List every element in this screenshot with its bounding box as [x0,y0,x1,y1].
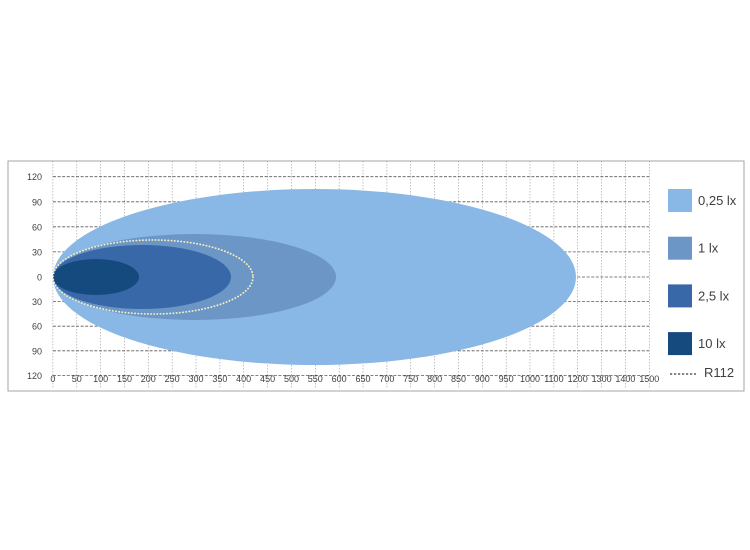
svg-text:950: 950 [499,374,514,384]
svg-text:150: 150 [117,374,132,384]
svg-text:50: 50 [72,374,82,384]
svg-text:30: 30 [32,247,42,257]
svg-text:800: 800 [427,374,442,384]
svg-text:120: 120 [27,371,42,381]
svg-text:750: 750 [403,374,418,384]
svg-text:900: 900 [475,374,490,384]
svg-text:10 lx: 10 lx [698,336,726,351]
svg-text:200: 200 [141,374,156,384]
svg-text:300: 300 [188,374,203,384]
svg-text:0: 0 [37,273,42,283]
svg-text:1100: 1100 [544,374,563,384]
svg-text:90: 90 [32,197,42,207]
svg-text:850: 850 [451,374,466,384]
svg-text:2,5 lx: 2,5 lx [698,288,730,303]
svg-text:30: 30 [32,297,42,307]
svg-text:100: 100 [93,374,108,384]
svg-text:350: 350 [212,374,227,384]
svg-text:1500: 1500 [639,374,659,384]
svg-text:450: 450 [260,374,275,384]
svg-text:1000: 1000 [520,374,540,384]
svg-text:400: 400 [236,374,251,384]
svg-text:90: 90 [32,346,42,356]
svg-text:1 lx: 1 lx [698,241,719,256]
svg-text:1200: 1200 [568,374,588,384]
svg-text:0,25 lx: 0,25 lx [698,193,737,208]
svg-text:60: 60 [32,222,42,232]
svg-text:500: 500 [284,374,299,384]
svg-text:650: 650 [355,374,370,384]
svg-text:R112: R112 [704,365,734,380]
svg-text:60: 60 [32,322,42,332]
svg-text:250: 250 [165,374,180,384]
svg-text:550: 550 [308,374,323,384]
svg-text:1400: 1400 [615,374,635,384]
svg-text:600: 600 [332,374,347,384]
svg-text:1300: 1300 [592,374,612,384]
svg-text:700: 700 [379,374,394,384]
svg-text:120: 120 [27,172,42,182]
svg-text:0: 0 [50,374,55,384]
